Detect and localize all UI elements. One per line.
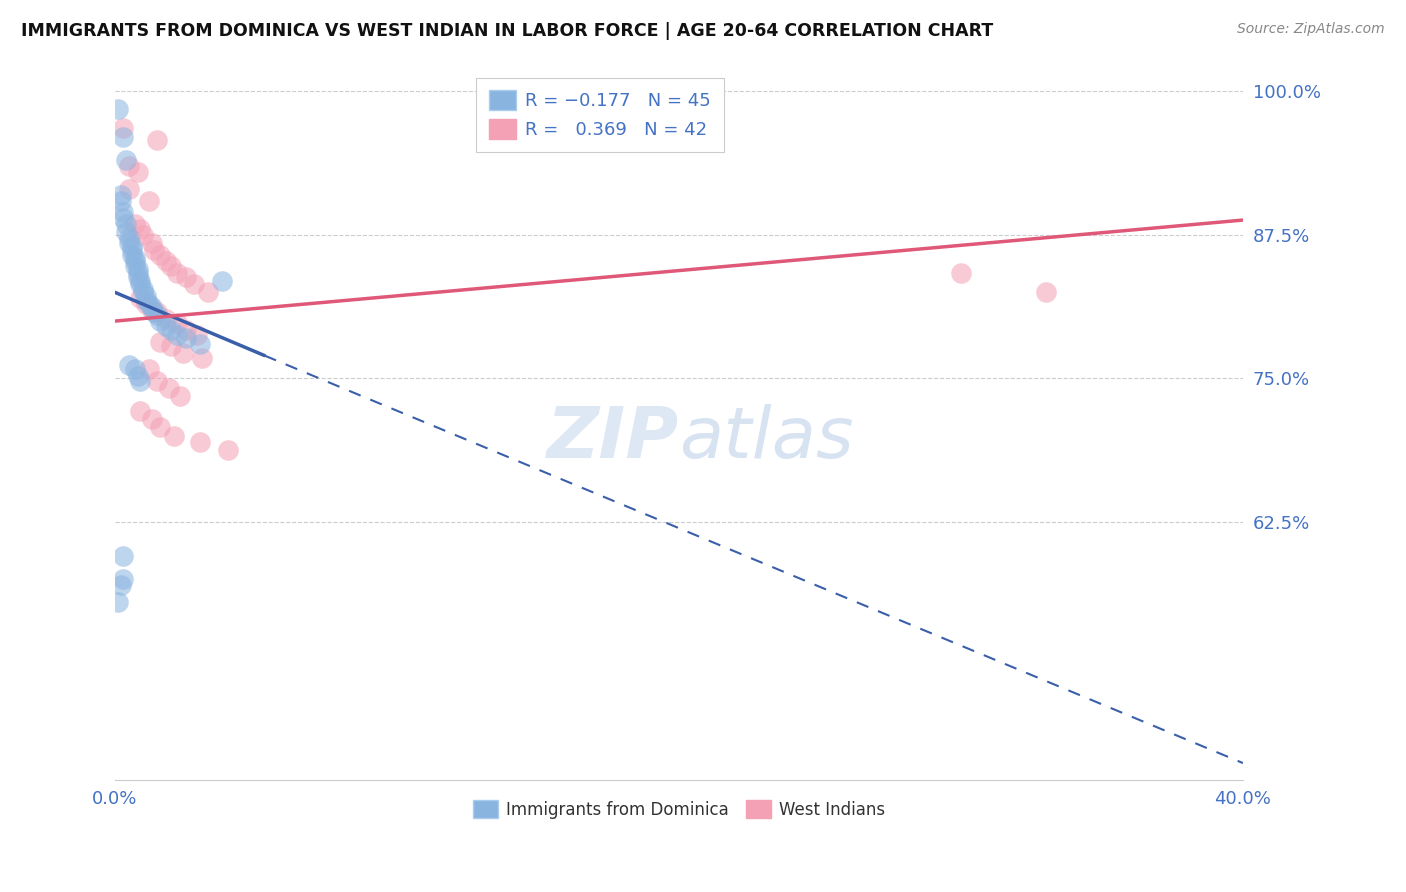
Point (160, 339, 183, 353)
Point (127, 262, 149, 277)
Point (132, 285, 155, 300)
Point (143, 305, 166, 319)
Point (141, 301, 163, 315)
Point (127, 266, 149, 280)
Point (157, 381, 180, 395)
Point (183, 277, 205, 292)
Point (112, 205, 135, 219)
Point (146, 374, 169, 388)
Point (112, 573, 135, 587)
Point (146, 305, 169, 319)
Point (217, 442, 239, 457)
Point (118, 358, 141, 372)
Point (197, 285, 219, 300)
Point (166, 327, 188, 342)
Point (160, 259, 183, 273)
Point (135, 293, 157, 308)
Point (174, 270, 197, 285)
Text: atlas: atlas (679, 404, 853, 473)
Point (110, 194, 132, 208)
Point (112, 121, 135, 136)
Point (112, 549, 135, 564)
Point (124, 217, 146, 231)
Text: IMMIGRANTS FROM DOMINICA VS WEST INDIAN IN LABOR FORCE | AGE 20-64 CORRELATION C: IMMIGRANTS FROM DOMINICA VS WEST INDIAN … (21, 22, 994, 40)
Point (1035, 285, 1057, 300)
Point (121, 239, 143, 253)
Point (127, 270, 149, 285)
Point (107, 102, 129, 116)
Point (186, 327, 208, 342)
Point (160, 323, 183, 337)
Point (163, 429, 186, 443)
Point (135, 297, 157, 311)
Point (135, 289, 157, 303)
Point (169, 389, 191, 403)
Point (127, 165, 149, 179)
Point (141, 411, 163, 425)
Point (115, 217, 138, 231)
Point (149, 334, 172, 349)
Point (166, 317, 188, 331)
Point (124, 251, 146, 265)
Point (124, 259, 146, 273)
Point (124, 254, 146, 268)
Point (129, 274, 152, 288)
Point (129, 291, 152, 305)
Point (112, 211, 135, 225)
Point (172, 346, 194, 360)
Point (107, 595, 129, 609)
Point (174, 323, 197, 337)
Point (127, 369, 149, 384)
Point (115, 225, 138, 239)
Point (141, 235, 163, 250)
Point (149, 247, 172, 261)
Point (129, 222, 152, 236)
Point (149, 314, 172, 328)
Point (115, 153, 138, 168)
Point (211, 274, 233, 288)
Point (124, 362, 146, 376)
Point (121, 247, 143, 261)
Point (146, 133, 169, 147)
Text: ZIP: ZIP (547, 404, 679, 473)
Point (146, 309, 169, 323)
Point (141, 302, 163, 317)
Point (118, 182, 141, 196)
Point (138, 297, 160, 311)
Point (129, 403, 152, 417)
Point (149, 419, 172, 434)
Point (188, 434, 211, 449)
Point (129, 374, 152, 388)
Point (166, 266, 188, 280)
Point (191, 351, 214, 365)
Text: Source: ZipAtlas.com: Source: ZipAtlas.com (1237, 22, 1385, 37)
Point (174, 331, 197, 345)
Point (949, 266, 972, 280)
Point (118, 235, 141, 250)
Point (129, 277, 152, 292)
Point (118, 159, 141, 173)
Legend: Immigrants from Dominica, West Indians: Immigrants from Dominica, West Indians (467, 793, 891, 825)
Point (143, 243, 166, 257)
Point (112, 130, 135, 145)
Point (110, 187, 132, 202)
Point (121, 243, 143, 257)
Point (138, 194, 160, 208)
Point (132, 227, 155, 242)
Point (155, 311, 177, 326)
Point (132, 282, 155, 296)
Point (110, 578, 132, 592)
Point (118, 231, 141, 245)
Point (188, 337, 211, 351)
Point (155, 318, 177, 333)
Point (138, 362, 160, 376)
Point (155, 254, 177, 268)
